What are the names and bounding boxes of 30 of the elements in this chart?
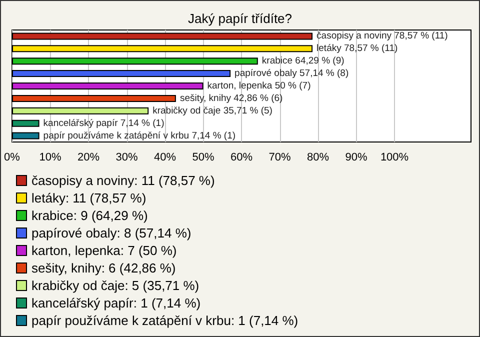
x-tick-label: 90% [345, 152, 368, 164]
legend-label: krabičky od čaje: 5 (35,71 %) [32, 278, 200, 293]
legend-label: karton, lepenka: 7 (50 %) [32, 243, 177, 258]
chart-title: Jaký papír třídíte? [188, 11, 292, 26]
x-tick-label: 20% [77, 152, 100, 164]
data-label: papír používáme k zatápění v krbu 7,14 % (1) [43, 130, 236, 142]
legend-label: papírové obaly: 8 (57,14 %) [32, 226, 192, 240]
data-label: kancelářský papír 7,14 % (1) [43, 118, 164, 129]
x-tick-label: 50% [192, 152, 214, 164]
legend-label: krabice: 9 (64,29 %) [32, 208, 148, 223]
data-label: krabice 64,29 % (9) [262, 56, 344, 67]
data-label: krabičky od čaje 35,71 % (5) [152, 105, 272, 116]
x-tick-label: 0% [4, 152, 20, 164]
data-label: časopisy a noviny 78,57 % (11) [316, 30, 448, 42]
x-tick-label: 60% [230, 152, 253, 164]
legend-label: letáky: 11 (78,57 %) [32, 190, 146, 206]
legend-label: papír používáme k zatápění v krbu: 1 (7,14 %) [32, 313, 298, 328]
data-label: letáky 78,57 % (11) [316, 43, 398, 54]
data-label: karton, lepenka 50 % (7) [207, 80, 311, 92]
x-tick-label: 70% [268, 152, 291, 164]
x-tick-label: 30% [116, 152, 138, 164]
legend-label: časopisy a noviny: 11 (78,57 %) [32, 173, 215, 188]
x-tick-label: 80% [306, 152, 330, 164]
legend-label: sešity, knihy: 6 (42,86 %) [32, 260, 176, 276]
data-label: papírové obaly 57,14 % (8) [234, 68, 349, 80]
legend-label: kancelářský papír: 1 (7,14 %) [32, 296, 201, 310]
data-label: sešity, knihy 42,86 % (6) [180, 92, 283, 104]
x-tick-label: 40% [154, 152, 176, 164]
x-tick-label: 100% [380, 152, 409, 164]
x-tick-label: 10% [39, 152, 62, 164]
